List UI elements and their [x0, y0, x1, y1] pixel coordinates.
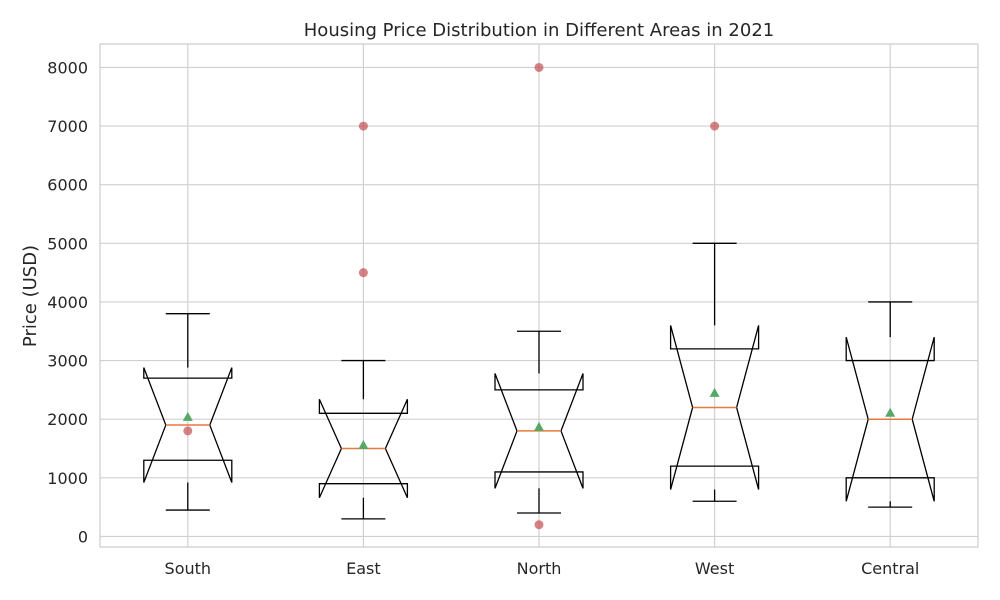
outlier-point	[358, 121, 368, 131]
outlier-point	[534, 520, 544, 530]
x-tick-label: Central	[861, 559, 919, 578]
outlier-point	[358, 268, 368, 278]
plot-frame	[99, 43, 979, 548]
box-body	[318, 399, 409, 499]
y-tick-label: 4000	[47, 293, 88, 312]
y-tick-label: 0	[78, 527, 88, 546]
box-group-central	[845, 301, 935, 508]
outlier-point	[710, 121, 720, 131]
box-body	[494, 373, 584, 489]
y-tick-label: 5000	[47, 234, 88, 253]
y-tick-label: 7000	[47, 117, 88, 136]
y-tick-label: 8000	[47, 58, 88, 77]
box-group-east	[318, 121, 409, 520]
box-body	[669, 325, 760, 490]
outlier-point	[183, 426, 193, 436]
y-tick-label: 6000	[47, 176, 88, 195]
box-body	[845, 336, 935, 502]
box-group-south	[143, 313, 233, 511]
box-layer	[143, 62, 935, 530]
box-group-north	[494, 62, 584, 530]
x-tick-label: West	[695, 559, 734, 578]
mean-marker	[358, 439, 369, 449]
x-tick-label: South	[165, 559, 212, 578]
tick-layer: 0 1000 2000 3000 4000 5000 6000 7000 8000 South Ea…	[47, 58, 919, 578]
outlier-point	[534, 62, 544, 72]
y-axis-label: Price (USD)	[20, 245, 41, 347]
y-tick-label: 2000	[47, 410, 88, 429]
chart-title: Housing Price Distribution in Different …	[304, 20, 774, 41]
x-tick-label: North	[517, 559, 562, 578]
y-tick-label: 1000	[47, 469, 88, 488]
mean-marker	[182, 411, 193, 421]
box-body	[143, 367, 233, 483]
y-tick-label: 3000	[47, 352, 88, 371]
box-group-west	[669, 121, 760, 502]
mean-marker	[885, 407, 896, 417]
mean-marker	[534, 421, 544, 431]
x-tick-label: East	[346, 559, 381, 578]
mean-marker	[709, 387, 720, 397]
